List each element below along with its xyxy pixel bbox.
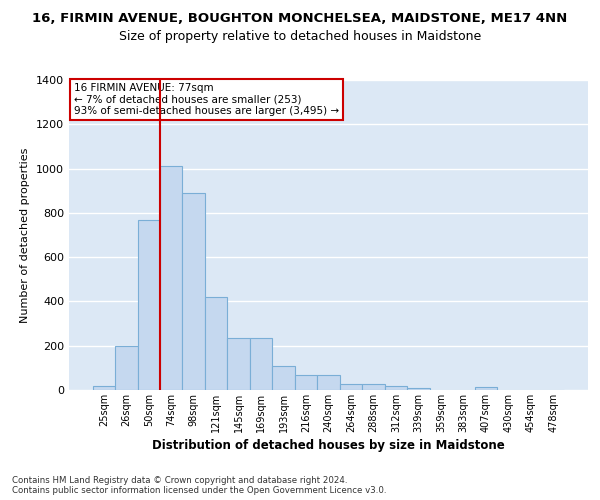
Bar <box>250 338 272 390</box>
Bar <box>362 384 385 390</box>
Bar <box>92 386 115 390</box>
Text: Contains HM Land Registry data © Crown copyright and database right 2024.: Contains HM Land Registry data © Crown c… <box>12 476 347 485</box>
Bar <box>160 166 182 390</box>
Y-axis label: Number of detached properties: Number of detached properties <box>20 148 31 322</box>
Bar <box>272 366 295 390</box>
Bar <box>182 193 205 390</box>
Text: 16, FIRMIN AVENUE, BOUGHTON MONCHELSEA, MAIDSTONE, ME17 4NN: 16, FIRMIN AVENUE, BOUGHTON MONCHELSEA, … <box>32 12 568 26</box>
Text: 16 FIRMIN AVENUE: 77sqm
← 7% of detached houses are smaller (253)
93% of semi-de: 16 FIRMIN AVENUE: 77sqm ← 7% of detached… <box>74 83 340 116</box>
Bar <box>385 386 407 390</box>
Bar <box>340 384 362 390</box>
Bar <box>295 374 317 390</box>
X-axis label: Distribution of detached houses by size in Maidstone: Distribution of detached houses by size … <box>152 439 505 452</box>
Bar <box>317 374 340 390</box>
Bar <box>115 346 137 390</box>
Bar <box>137 220 160 390</box>
Text: Contains public sector information licensed under the Open Government Licence v3: Contains public sector information licen… <box>12 486 386 495</box>
Text: Size of property relative to detached houses in Maidstone: Size of property relative to detached ho… <box>119 30 481 43</box>
Bar <box>407 388 430 390</box>
Bar <box>475 387 497 390</box>
Bar <box>227 338 250 390</box>
Bar <box>205 297 227 390</box>
